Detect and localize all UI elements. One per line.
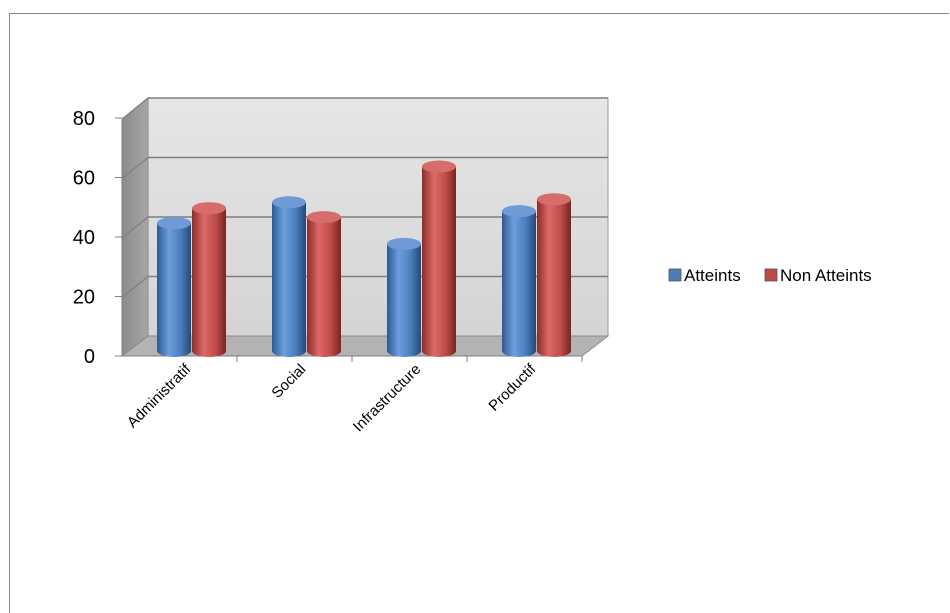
y-tick-label: 40 [73,227,95,249]
y-axis-ticks: 0 20 40 60 80 [73,108,122,368]
legend-item-non-atteints: Non Atteints [765,266,872,285]
bar-top [307,211,341,223]
bar-top [272,196,306,208]
x-axis-ticks: Administratif Social Infrastructure Product… [124,356,582,435]
x-tick-label: Administratif [124,360,195,431]
legend-item-atteints: Atteints [669,266,741,285]
bar-body [192,208,226,357]
bar-body [422,167,456,357]
bar-atteints-infrastructure [387,238,421,357]
bar-non-atteints-social [307,211,341,357]
bar-top [192,202,226,214]
chart: 0 20 40 60 80 Administratif Social Infrastruct… [0,0,950,596]
bar-atteints-social [272,196,306,357]
bar-body [537,199,571,357]
bar-atteints-productif [502,205,536,357]
y-tick-label: 0 [84,346,95,368]
y-tick-label: 20 [73,287,95,309]
x-tick-label: Infrastructure [350,361,425,436]
bar-top [157,217,191,229]
x-tick-label: Social [268,361,309,402]
bar-non-atteints-infrastructure [422,161,456,357]
bar-non-atteints-administratif [192,202,226,357]
bar-body [272,202,306,357]
bar-non-atteints-productif [537,193,571,357]
legend: Atteints Non Atteints [669,266,872,285]
bar-top [537,193,571,205]
bar-top [502,205,536,217]
bar-atteints-administratif [157,217,191,357]
y-tick-label: 60 [73,168,95,190]
legend-label: Non Atteints [780,266,872,285]
legend-swatch [669,269,681,281]
bar-top [422,161,456,173]
bar-body [387,244,421,357]
y-tick-label: 80 [73,108,95,130]
plot-area: 0 20 40 60 80 Administratif Social Infrastruct… [73,98,608,435]
x-tick-label: Productif [485,360,539,414]
bar-body [307,217,341,357]
legend-swatch [765,269,777,281]
legend-label: Atteints [684,266,741,285]
bar-top [387,238,421,250]
bar-body [157,223,191,357]
bar-body [502,211,536,357]
